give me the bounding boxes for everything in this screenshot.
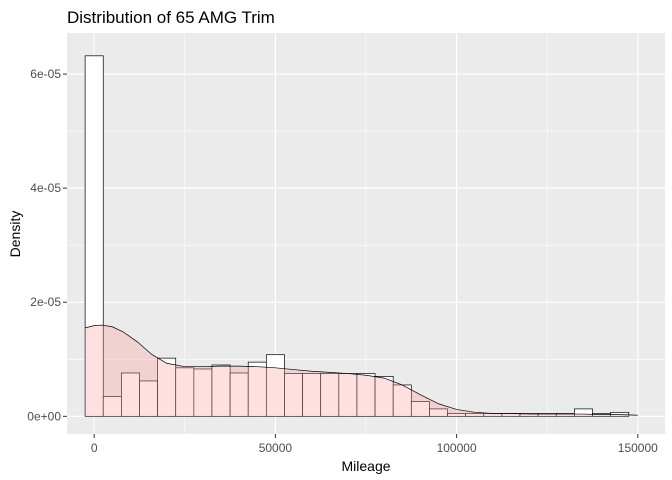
y-tick-label: 0e+00 — [27, 409, 61, 423]
histogram-bars — [84, 55, 630, 417]
histogram-bar — [84, 55, 104, 417]
density-area — [85, 325, 638, 417]
x-axis: 0 50000 100000 150000 — [91, 434, 658, 455]
histogram-bar — [429, 408, 448, 417]
x-tick-label: 100000 — [437, 441, 477, 455]
x-tick-label: 0 — [91, 441, 98, 455]
y-axis-title: Density — [7, 211, 23, 258]
x-axis-title: Mileage — [341, 458, 390, 474]
chart-title: Distribution of 65 AMG Trim — [67, 8, 275, 27]
y-tick-label: 2e-05 — [30, 295, 61, 309]
y-tick-label: 6e-05 — [30, 67, 61, 81]
x-tick-label: 50000 — [259, 441, 293, 455]
y-tick-label: 4e-05 — [30, 181, 61, 195]
x-tick-label: 150000 — [618, 441, 658, 455]
histogram-bar — [574, 408, 593, 417]
y-axis: 0e+00 2e-05 4e-05 6e-05 — [27, 67, 67, 423]
density-curve-line — [85, 324, 638, 416]
